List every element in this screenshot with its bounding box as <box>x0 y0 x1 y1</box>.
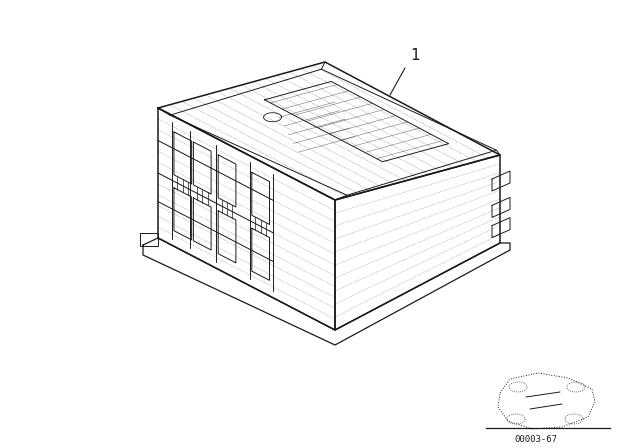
Text: 00003-67: 00003-67 <box>515 435 557 444</box>
Text: 1: 1 <box>410 47 420 63</box>
